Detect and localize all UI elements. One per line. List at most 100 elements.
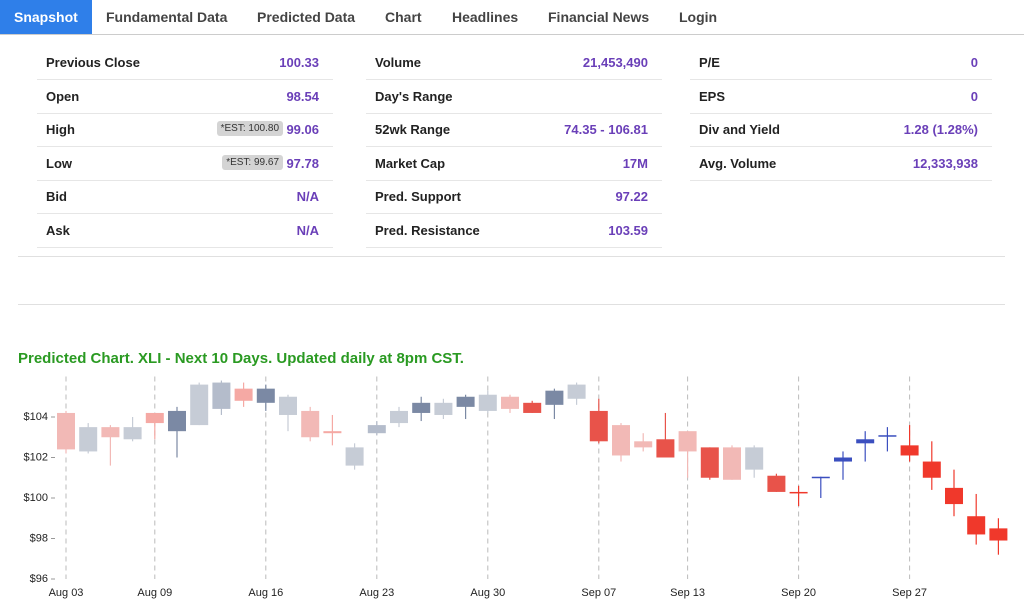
candle-body [723, 447, 741, 480]
divider [18, 304, 1005, 305]
stat-label: EPS [699, 89, 726, 104]
x-tick-label: Aug 16 [248, 587, 283, 599]
stat-row: Market Cap 17M [366, 147, 662, 181]
candle-body [834, 457, 852, 462]
stat-row: Ask N/A [37, 214, 333, 248]
y-tick-label: $98 [30, 532, 48, 544]
x-tick-label: Aug 23 [359, 587, 394, 599]
y-tick-label: $96 [30, 573, 48, 585]
stat-row: Day's Range [366, 80, 662, 114]
y-tick-label: $102 [24, 451, 48, 463]
x-tick-label: Aug 09 [137, 587, 172, 599]
candle-body [323, 431, 342, 434]
stat-value: 0 [970, 55, 978, 70]
candle-body [634, 441, 653, 448]
candle-body [612, 425, 630, 456]
stat-row: Div and Yield 1.28 (1.28%) [690, 113, 992, 147]
candle-body [57, 412, 75, 450]
stat-label: 52wk Range [375, 122, 451, 137]
tab[interactable]: Snapshot [0, 0, 92, 34]
y-tick-label: $100 [24, 492, 48, 504]
candle-body [434, 402, 453, 415]
candle-body [545, 390, 564, 405]
candle-body [945, 487, 963, 505]
stat-row: Previous Close 100.33 [37, 46, 333, 80]
stat-label: Avg. Volume [699, 156, 777, 171]
candle-body [700, 447, 719, 478]
x-tick-label: Aug 30 [470, 587, 505, 599]
stat-label: Low [46, 156, 72, 171]
stat-value: N/A [296, 223, 319, 238]
stat-label: Div and Yield [699, 122, 780, 137]
candle-body [811, 476, 830, 479]
candle-body [345, 447, 364, 466]
x-tick-label: Sep 13 [670, 587, 705, 599]
stat-value: 97.22 [615, 189, 648, 204]
stat-value: 98.54 [286, 89, 319, 104]
candle-body [212, 382, 231, 409]
candle-body [478, 394, 497, 411]
stat-label: Ask [46, 223, 70, 238]
candle-body [523, 402, 542, 413]
tab[interactable]: Financial News [548, 9, 650, 25]
candle-body [967, 516, 986, 535]
candle-body [567, 384, 586, 399]
estimate-badge: *EST: 99.67 [222, 155, 283, 170]
x-tick-label: Sep 20 [781, 587, 816, 599]
candle-body [922, 461, 941, 478]
candle-body [589, 410, 608, 442]
stat-row: EPS 0 [690, 80, 992, 114]
estimate-badge: *EST: 100.80 [216, 121, 283, 136]
stat-row: Volume 21,453,490 [366, 46, 662, 80]
tab[interactable]: Login [679, 9, 718, 25]
tab[interactable]: Headlines [452, 9, 519, 25]
tab-bar: Snapshot Fundamental Data Predicted Data Ch… [0, 0, 1024, 35]
stat-label: Volume [375, 55, 421, 70]
stat-row: Avg. Volume 12,333,938 [690, 147, 992, 181]
stat-row: 52wk Range 74.35 - 106.81 [366, 113, 662, 147]
chart-title: Predicted Chart. XLI - Next 10 Days. Upd… [18, 350, 464, 367]
candle-body [456, 396, 475, 407]
stat-value: 99.06 [286, 122, 319, 137]
candle-body [900, 445, 919, 456]
stat-row: Open 98.54 [37, 80, 333, 114]
candle-body [279, 396, 297, 415]
stat-value: 17M [622, 156, 648, 171]
stat-value: 103.59 [608, 223, 648, 238]
candle-body [856, 439, 875, 444]
stat-value: 0 [970, 89, 978, 104]
candle-body [190, 384, 209, 426]
candle-body [168, 410, 186, 432]
tab[interactable]: Fundamental Data [106, 9, 228, 25]
candle-body [301, 410, 320, 438]
stat-label: Open [46, 89, 80, 104]
stat-row: High 99.06 *EST: 100.80 [37, 113, 333, 147]
candle-body [767, 475, 786, 492]
stat-value: 97.78 [286, 156, 319, 171]
candle-body [145, 412, 164, 424]
tab[interactable]: Predicted Data [257, 9, 356, 25]
y-tick-label: $104 [24, 411, 48, 423]
x-tick-label: Sep 07 [581, 587, 616, 599]
tab[interactable]: Chart [385, 9, 422, 25]
candle-body [367, 425, 386, 434]
candle-body [123, 427, 142, 440]
candle-body [101, 427, 120, 438]
stat-label: Pred. Resistance [375, 223, 480, 238]
candle-body [656, 439, 675, 458]
stat-label: Pred. Support [375, 189, 461, 204]
stat-label: High [46, 122, 75, 137]
stat-row: Pred. Resistance 103.59 [366, 214, 662, 248]
stat-row: P/E 0 [690, 46, 992, 80]
stat-label: Day's Range [375, 89, 453, 104]
stat-label: Previous Close [46, 55, 140, 70]
stat-value: N/A [296, 189, 319, 204]
candle-body [256, 388, 275, 403]
candle-body [501, 396, 519, 409]
candle-body [989, 528, 1008, 541]
candle-body [234, 388, 253, 401]
candle-body [79, 427, 98, 452]
stat-row: Low 97.78 *EST: 99.67 [37, 147, 333, 181]
x-tick-label: Sep 27 [892, 587, 927, 599]
candle-body [678, 431, 697, 452]
